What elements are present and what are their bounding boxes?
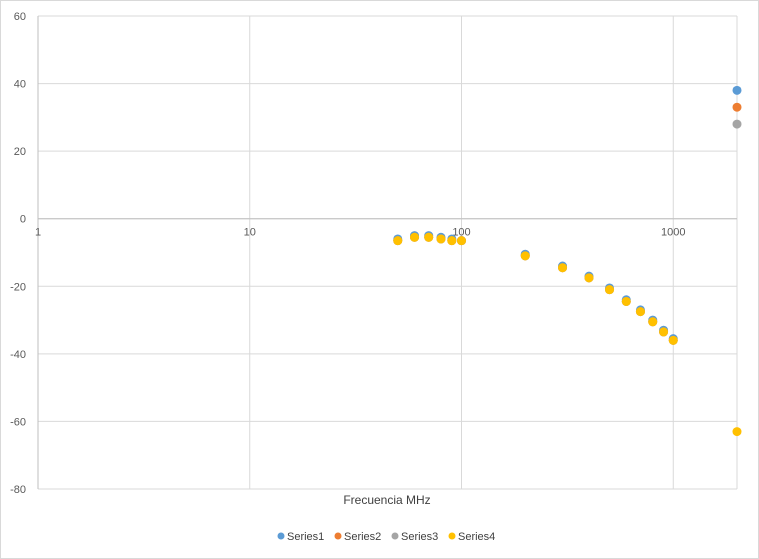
legend-item: Series1: [277, 531, 324, 543]
y-tick-label: -60: [10, 416, 26, 428]
data-point: [668, 335, 678, 345]
data-point: [732, 119, 742, 129]
data-point: [635, 307, 645, 317]
legend-label: Series3: [401, 531, 438, 543]
data-point: [436, 234, 446, 244]
x-axis-label: Frecuencia MHz: [343, 493, 430, 507]
data-point: [732, 427, 742, 437]
data-point: [424, 232, 434, 242]
data-point: [520, 251, 530, 261]
tick-labels: 60 40 20 0 -20 -40 -60 -80 1 10 100 1000: [10, 11, 685, 496]
axes: [37, 16, 737, 489]
data-point: [732, 85, 742, 95]
series-3: [393, 119, 742, 345]
x-tick-label: 100: [452, 227, 470, 239]
data-point: [659, 327, 669, 337]
y-tick-label: -20: [10, 281, 26, 293]
data-point: [457, 236, 467, 246]
y-tick-label: -80: [10, 484, 26, 496]
x-tick-label: 1000: [661, 227, 685, 239]
legend-item: Series3: [391, 531, 438, 543]
legend-marker: [448, 532, 456, 540]
gridlines: [37, 15, 738, 490]
data-point: [584, 273, 594, 283]
legend-item: Series2: [334, 531, 381, 543]
y-tick-label: 0: [20, 214, 26, 226]
x-tick-label: 10: [244, 227, 256, 239]
series-4: [393, 232, 742, 437]
data-point: [393, 236, 403, 246]
data-point: [605, 285, 615, 295]
legend: Series1 Series2 Series3 Series4: [277, 531, 495, 543]
legend-item: Series4: [448, 531, 495, 543]
data-point: [410, 232, 420, 242]
y-tick-label: 60: [14, 11, 26, 23]
legend-marker: [277, 532, 285, 540]
data-point: [732, 102, 742, 112]
data-point: [558, 263, 568, 273]
series-1: [393, 85, 742, 344]
data-point: [621, 296, 631, 306]
legend-marker: [334, 532, 342, 540]
y-tick-label: 20: [14, 146, 26, 158]
y-tick-label: -40: [10, 349, 26, 361]
data-point: [648, 317, 658, 327]
y-tick-label: 40: [14, 79, 26, 91]
legend-label: Series1: [287, 531, 324, 543]
x-tick-label: 1: [35, 227, 41, 239]
legend-label: Series2: [344, 531, 381, 543]
legend-marker: [391, 532, 399, 540]
series-2: [393, 102, 742, 345]
legend-label: Series4: [458, 531, 495, 543]
data-point: [447, 236, 457, 246]
data-points: [393, 85, 742, 437]
